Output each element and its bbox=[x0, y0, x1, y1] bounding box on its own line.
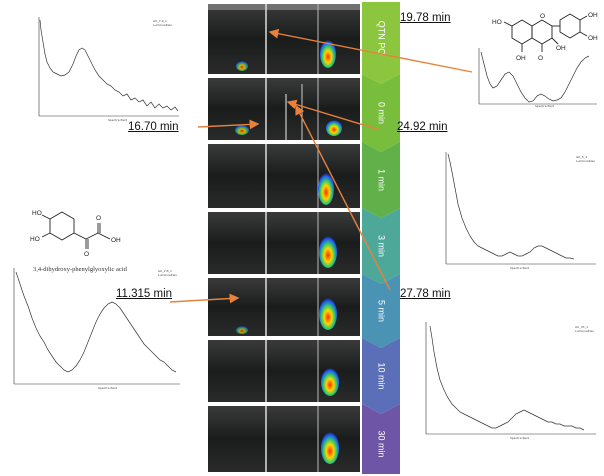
compound-caption: 3,4-dihydroxy-phenylglyoxylic acid bbox=[33, 266, 127, 273]
svg-text:Luminosities: Luminosities bbox=[153, 23, 172, 27]
svg-text:O: O bbox=[84, 251, 89, 258]
svg-text:HO: HO bbox=[32, 210, 42, 217]
timeline-step-label: 3 min bbox=[377, 235, 387, 257]
tlc-panel-2 bbox=[208, 78, 360, 140]
svg-text:OH: OH bbox=[588, 12, 598, 19]
svg-text:HO: HO bbox=[30, 236, 40, 243]
svg-text:Spectra Pext: Spectra Pext bbox=[510, 436, 530, 440]
timeline-step-5 bbox=[362, 338, 400, 414]
svg-text:OH: OH bbox=[111, 237, 121, 244]
tlc-panel-6 bbox=[208, 340, 360, 402]
timeline-step-label: 1 min bbox=[377, 169, 387, 191]
label-16-70-min: 16.70 min bbox=[128, 121, 179, 133]
svg-text:Spectra Pext: Spectra Pext bbox=[98, 386, 118, 390]
svg-text:OH: OH bbox=[516, 55, 526, 62]
tlc-panel-7 bbox=[208, 406, 360, 472]
svg-text:Luminosities: Luminosities bbox=[576, 159, 595, 163]
svg-text:AU_2,8_1: AU_2,8_1 bbox=[158, 269, 172, 273]
label-24-92-min: 24.92 min bbox=[397, 121, 448, 133]
tlc-panel-4 bbox=[208, 212, 360, 274]
uv-spectrum-top-left: AU_7,9_1 Luminosities Spectra Pext bbox=[38, 17, 179, 122]
svg-text:HO: HO bbox=[492, 19, 502, 26]
timeline-step-label: 30 min bbox=[377, 430, 387, 457]
svg-text:AU_7,9_1: AU_7,9_1 bbox=[153, 19, 167, 23]
tlc-panel-1 bbox=[208, 4, 360, 74]
tlc-panel-5 bbox=[208, 278, 360, 336]
timeline-step-label: 10 min bbox=[377, 362, 387, 389]
glyoxylic-acid-structure: HO HO O O OH bbox=[30, 210, 121, 258]
timeline-step-label: 0 min bbox=[377, 102, 387, 124]
timeline-step-label: 5 min bbox=[377, 300, 387, 322]
svg-text:Spectra Pext: Spectra Pext bbox=[108, 118, 128, 122]
svg-text:O: O bbox=[96, 215, 101, 222]
label-19-78-min: 19.78 min bbox=[400, 12, 451, 24]
arrow-19-78 bbox=[268, 28, 473, 73]
arrow-16-70 bbox=[197, 119, 260, 130]
uv-spectrum-right-middle: AU_5_4 Luminosities Spectra Pext bbox=[445, 152, 596, 270]
svg-text:Luminosities: Luminosities bbox=[575, 329, 594, 333]
tlc-panel-3 bbox=[208, 144, 360, 208]
timeline-step-4 bbox=[362, 274, 400, 348]
tlc-image-column bbox=[208, 4, 360, 472]
timeline-step-6 bbox=[362, 404, 400, 474]
svg-text:Spectra Pext: Spectra Pext bbox=[510, 266, 530, 270]
timeline-step-3 bbox=[362, 208, 400, 284]
timeline-step-1 bbox=[362, 74, 400, 152]
timeline-step-label: QTN PO bbox=[377, 21, 387, 56]
svg-text:O: O bbox=[540, 13, 545, 20]
svg-text:Luminosities: Luminosities bbox=[158, 273, 177, 277]
svg-text:O: O bbox=[538, 55, 543, 62]
uv-spectrum-top-right: Spectra Pext bbox=[478, 48, 597, 108]
arrow-11-315 bbox=[169, 293, 240, 304]
uv-spectrum-right-bottom: AU_33_1 Luminosities Spectra Pext bbox=[425, 322, 596, 440]
svg-text:AU_5_4: AU_5_4 bbox=[576, 155, 587, 159]
svg-text:OH: OH bbox=[556, 45, 566, 52]
label-27-78-min: 27.78 min bbox=[400, 288, 451, 300]
arrow-27-78 bbox=[295, 104, 391, 291]
timeline-step-0 bbox=[362, 2, 400, 84]
timeline-chevrons: QTN PO 0 min 1 min 3 min 5 min 10 min 30 min bbox=[362, 2, 400, 474]
quercetin-structure: HO OH O OH OH OH O bbox=[492, 12, 598, 62]
svg-text:OH: OH bbox=[588, 35, 598, 42]
timeline-step-2 bbox=[362, 142, 400, 218]
uv-spectrum-left: AU_2,8_1 Luminosities Spectra Pext bbox=[13, 268, 180, 390]
svg-text:Spectra Pext: Spectra Pext bbox=[535, 104, 555, 108]
svg-text:AU_33_1: AU_33_1 bbox=[575, 325, 588, 329]
label-11-315-min: 11.315 min bbox=[116, 288, 173, 300]
